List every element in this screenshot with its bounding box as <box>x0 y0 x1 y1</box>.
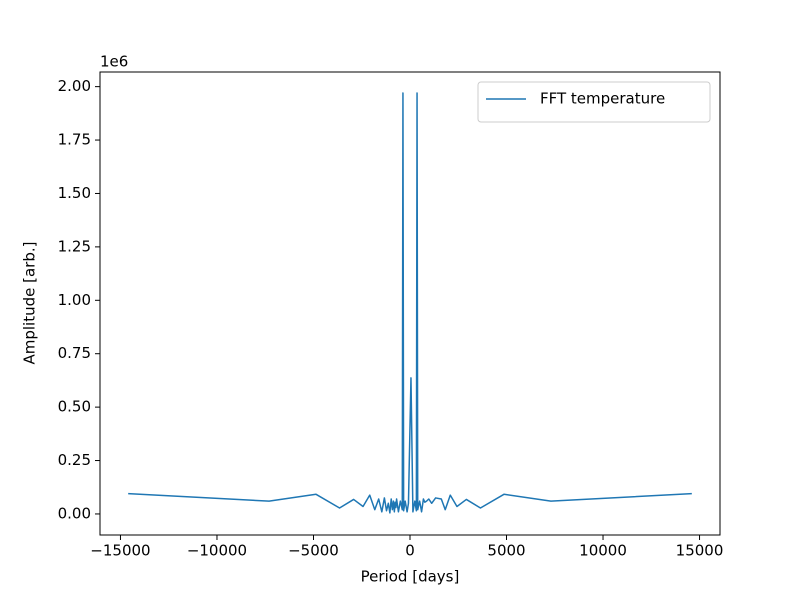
data-line <box>128 92 692 514</box>
y-tick-label: 0.00 <box>58 504 91 522</box>
x-tick-label: 10000 <box>579 542 627 560</box>
y-tick-label: 1.75 <box>58 131 91 149</box>
plot-frame <box>99 71 721 536</box>
legend-box <box>477 81 711 123</box>
y-tick-label: 1.00 <box>58 291 91 309</box>
y-tick-label: 0.25 <box>58 451 91 469</box>
y-offset-label: 1e6 <box>100 53 128 71</box>
y-tick-label: 1.25 <box>58 237 91 255</box>
x-tick-label: 5000 <box>487 542 525 560</box>
x-tick-label: −15000 <box>90 542 150 560</box>
x-tick-label: 0 <box>405 542 415 560</box>
y-tick-label: 1.50 <box>58 184 91 202</box>
legend-label: FFT temperature <box>540 90 665 108</box>
y-axis-label: Amplitude [arb.] <box>21 242 39 365</box>
y-tick-label: 0.75 <box>58 344 91 362</box>
y-tick-label: 0.50 <box>58 398 91 416</box>
x-axis-label: Period [days] <box>361 568 460 586</box>
x-tick-label: 15000 <box>676 542 724 560</box>
x-tick-label: −5000 <box>288 542 339 560</box>
x-tick-label: −10000 <box>187 542 247 560</box>
y-tick-label: 2.00 <box>58 77 91 95</box>
